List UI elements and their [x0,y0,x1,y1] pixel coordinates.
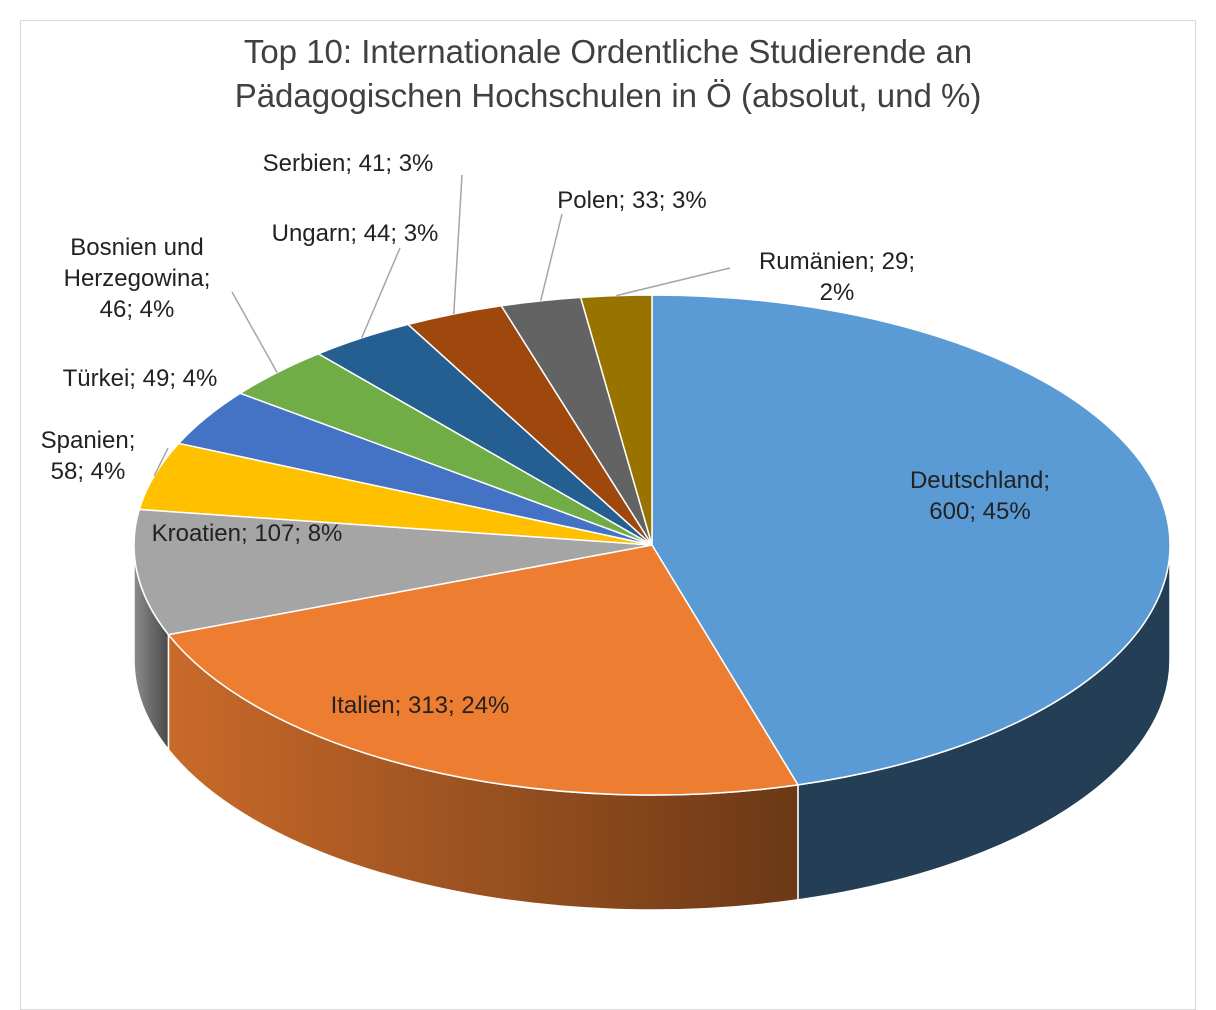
leader-line [616,267,731,297]
data-label: Bosnien und Herzegowina; 46; 4% [63,234,211,323]
leader-line [453,174,463,315]
data-label: Polen; 33; 3% [557,187,707,214]
leader-line [153,447,169,477]
data-label: Türkei; 49; 4% [62,365,218,392]
leader-line [539,213,563,302]
data-label: Deutschland; 600; 45% [909,467,1051,525]
data-label: Kroatien; 107; 8% [151,520,343,547]
slice [167,544,800,796]
data-label: Spanien; 58; 4% [40,427,136,485]
data-label: Rumänien; 29; 2% [758,248,916,306]
slice [651,294,1171,786]
leader-line [231,291,278,373]
chart-title: Top 10: Internationale Ordentliche Studi… [234,33,982,114]
data-label: Italien; 313; 24% [330,692,510,719]
slice [579,294,653,546]
leader-line [360,247,401,339]
data-label: Ungarn; 44; 3% [271,220,439,247]
slice [133,508,653,636]
data-label: Serbien; 41; 3% [262,150,434,177]
